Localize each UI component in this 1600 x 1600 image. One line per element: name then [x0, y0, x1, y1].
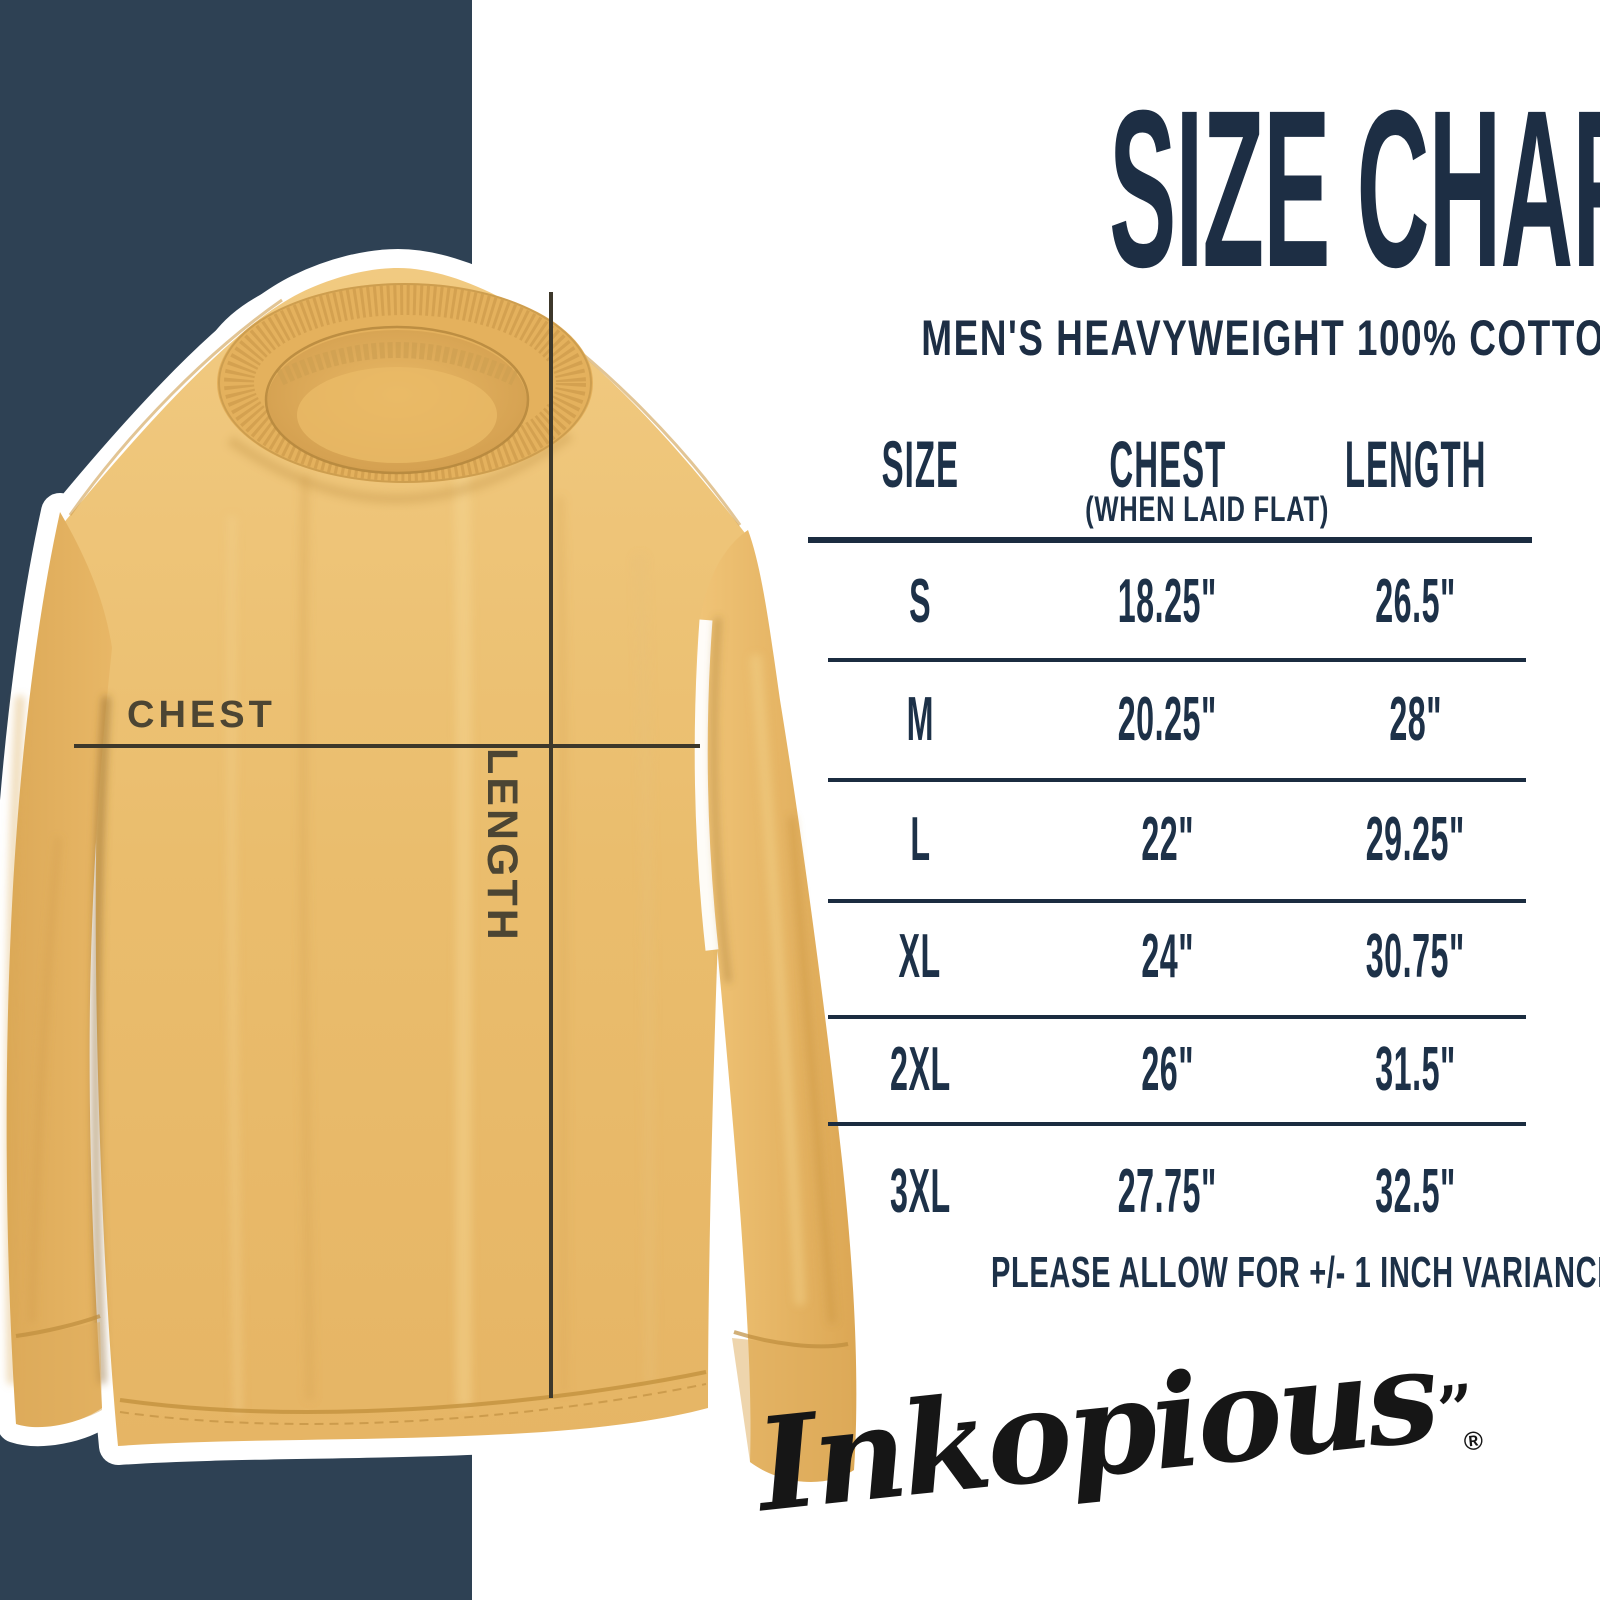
table-row-divider [828, 1015, 1526, 1019]
col-header-length: LENGTH [1344, 427, 1487, 501]
chest-measure-line [74, 744, 700, 748]
table-row-divider [828, 658, 1526, 662]
registered-trademark-symbol: ® [1462, 1424, 1485, 1457]
size-value: XL [898, 921, 942, 991]
chest-value: 24" [1141, 921, 1194, 991]
size-value: S [908, 566, 932, 636]
table-row: 3XL 27.75" 32.5" [800, 1136, 1536, 1246]
chest-value: 20.25" [1117, 684, 1218, 754]
chest-measure-label: CHEST [127, 694, 276, 736]
variance-note: PLEASE ALLOW FOR +/- 1 INCH VARIANCE IN … [990, 1248, 1600, 1297]
length-value: 32.5" [1375, 1156, 1456, 1226]
navy-accent-band [0, 0, 472, 1600]
table-row-divider [828, 778, 1526, 782]
table-header-row: SIZE CHEST LENGTH [800, 424, 1536, 504]
chest-value: 22" [1141, 804, 1194, 874]
length-value: 30.75" [1365, 921, 1466, 991]
table-row: S 18.25" 26.5" [800, 548, 1536, 654]
size-value: M [906, 684, 934, 754]
length-measure-line [549, 292, 553, 1398]
table-row: XL 24" 30.75" [800, 903, 1536, 1009]
chest-value: 27.75" [1117, 1156, 1218, 1226]
page-title-text: SIZE CHART [1109, 64, 1600, 314]
size-value: 2XL [889, 1034, 951, 1104]
length-measure-label: LENGTH [478, 748, 526, 943]
chest-value: 26" [1141, 1034, 1194, 1104]
table-row: M 20.25" 28" [800, 666, 1536, 772]
chest-column-note: (WHEN LAID FLAT) [1085, 490, 1330, 529]
size-value: 3XL [889, 1156, 951, 1226]
length-value: 26.5" [1375, 566, 1456, 636]
size-value: L [909, 804, 931, 874]
length-value: 28" [1389, 684, 1442, 754]
length-value: 29.25" [1365, 804, 1466, 874]
page-title: SIZE CHART [745, 77, 1600, 301]
table-row: 2XL 26" 31.5" [800, 1019, 1536, 1119]
brand-logo: Inkopious”® [739, 1313, 1511, 1545]
brand-name: Inkopious [750, 1320, 1442, 1542]
table-row: L 22" 29.25" [800, 786, 1536, 892]
col-header-size: SIZE [881, 427, 959, 501]
product-subtitle: MEN'S HEAVYWEIGHT 100% COTTON LONG SLEEV… [921, 310, 1600, 366]
table-header-divider [808, 537, 1532, 543]
chest-value: 18.25" [1117, 566, 1218, 636]
table-row-divider [828, 899, 1526, 903]
table-row-divider [828, 1122, 1526, 1126]
col-header-chest: CHEST [1109, 427, 1226, 501]
length-value: 31.5" [1375, 1034, 1456, 1104]
